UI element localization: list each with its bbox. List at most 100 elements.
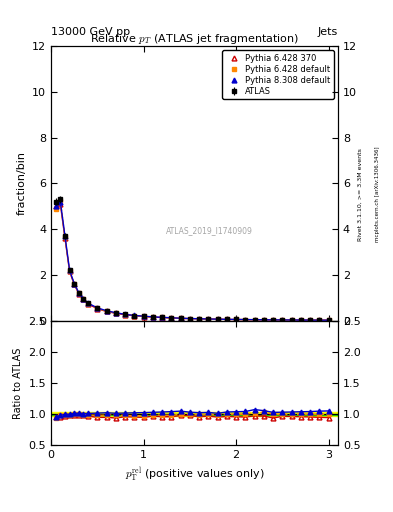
Bar — [51, 412, 338, 416]
Pythia 6.428 default — [141, 313, 146, 319]
Pythia 6.428 370 — [123, 312, 127, 318]
Pythia 8.308 default — [72, 281, 77, 287]
Pythia 8.308 default — [86, 300, 90, 306]
Pythia 6.428 default — [72, 281, 77, 287]
Pythia 6.428 370 — [224, 316, 229, 323]
Pythia 8.308 default — [280, 317, 285, 323]
Pythia 6.428 default — [58, 198, 63, 204]
Pythia 6.428 370 — [299, 317, 303, 323]
Pythia 8.308 default — [160, 314, 165, 321]
Pythia 6.428 370 — [58, 201, 63, 207]
Pythia 8.308 default — [234, 316, 239, 323]
Pythia 6.428 370 — [178, 315, 183, 322]
Pythia 6.428 default — [289, 317, 294, 323]
Pythia 6.428 default — [262, 317, 266, 323]
Pythia 6.428 370 — [77, 291, 81, 297]
Pythia 8.308 default — [308, 317, 312, 323]
Text: mcplots.cern.ch [arXiv:1306.3436]: mcplots.cern.ch [arXiv:1306.3436] — [375, 147, 380, 242]
Pythia 6.428 default — [114, 310, 118, 316]
Pythia 6.428 370 — [95, 306, 100, 312]
Pythia 8.308 default — [252, 316, 257, 323]
Pythia 6.428 default — [67, 268, 72, 274]
X-axis label: $p_\mathrm{T}^\mathrm{rel}$ (positive values only): $p_\mathrm{T}^\mathrm{rel}$ (positive va… — [125, 466, 264, 484]
Pythia 8.308 default — [132, 312, 137, 318]
Pythia 6.428 default — [252, 316, 257, 323]
Pythia 6.428 default — [151, 314, 155, 320]
Pythia 8.308 default — [197, 316, 202, 322]
Pythia 6.428 default — [169, 315, 174, 321]
Pythia 6.428 370 — [86, 301, 90, 307]
Pythia 6.428 default — [104, 308, 109, 314]
Pythia 6.428 370 — [243, 316, 248, 323]
Pythia 8.308 default — [95, 305, 100, 311]
Pythia 8.308 default — [169, 315, 174, 321]
Pythia 6.428 370 — [271, 317, 275, 323]
Pythia 6.428 370 — [104, 308, 109, 314]
Pythia 8.308 default — [104, 308, 109, 314]
Bar — [51, 414, 338, 415]
Pythia 6.428 370 — [197, 316, 202, 322]
Pythia 6.428 default — [271, 317, 275, 323]
Pythia 6.428 370 — [67, 268, 72, 274]
Pythia 6.428 default — [81, 296, 86, 302]
Text: 13000 GeV pp: 13000 GeV pp — [51, 27, 130, 37]
Line: Pythia 6.428 default: Pythia 6.428 default — [53, 198, 331, 323]
Pythia 8.308 default — [206, 316, 211, 322]
Pythia 8.308 default — [53, 203, 58, 209]
Pythia 8.308 default — [77, 290, 81, 296]
Pythia 6.428 default — [197, 316, 202, 322]
Pythia 6.428 default — [243, 316, 248, 323]
Pythia 6.428 370 — [280, 317, 285, 323]
Pythia 8.308 default — [123, 311, 127, 317]
Pythia 8.308 default — [67, 267, 72, 273]
Pythia 6.428 default — [77, 290, 81, 296]
Pythia 6.428 default — [299, 317, 303, 323]
Pythia 6.428 370 — [72, 282, 77, 288]
Pythia 6.428 default — [62, 234, 67, 240]
Pythia 6.428 default — [317, 317, 322, 323]
Y-axis label: Ratio to ATLAS: Ratio to ATLAS — [13, 347, 23, 419]
Pythia 8.308 default — [62, 233, 67, 239]
Pythia 6.428 default — [187, 315, 192, 322]
Pythia 6.428 default — [280, 317, 285, 323]
Pythia 8.308 default — [58, 199, 63, 205]
Line: Pythia 8.308 default: Pythia 8.308 default — [53, 199, 331, 323]
Pythia 8.308 default — [141, 313, 146, 319]
Pythia 6.428 370 — [81, 296, 86, 303]
Pythia 6.428 370 — [187, 315, 192, 322]
Pythia 6.428 370 — [215, 316, 220, 322]
Line: Pythia 6.428 370: Pythia 6.428 370 — [53, 202, 331, 323]
Pythia 6.428 default — [326, 317, 331, 323]
Pythia 6.428 370 — [262, 317, 266, 323]
Pythia 6.428 370 — [114, 310, 118, 316]
Pythia 6.428 default — [206, 316, 211, 322]
Pythia 6.428 370 — [206, 316, 211, 322]
Pythia 8.308 default — [262, 317, 266, 323]
Pythia 8.308 default — [187, 315, 192, 322]
Pythia 6.428 default — [86, 301, 90, 307]
Pythia 6.428 default — [160, 314, 165, 321]
Pythia 6.428 370 — [252, 317, 257, 323]
Pythia 6.428 370 — [151, 314, 155, 320]
Text: ATLAS_2019_I1740909: ATLAS_2019_I1740909 — [165, 226, 252, 235]
Pythia 8.308 default — [215, 316, 220, 322]
Pythia 8.308 default — [289, 317, 294, 323]
Pythia 6.428 370 — [317, 317, 322, 323]
Legend: Pythia 6.428 370, Pythia 6.428 default, Pythia 8.308 default, ATLAS: Pythia 6.428 370, Pythia 6.428 default, … — [222, 50, 334, 99]
Pythia 6.428 default — [123, 311, 127, 317]
Pythia 6.428 370 — [289, 317, 294, 323]
Y-axis label: fraction/bin: fraction/bin — [17, 152, 27, 216]
Pythia 8.308 default — [151, 314, 155, 320]
Pythia 8.308 default — [299, 317, 303, 323]
Pythia 6.428 370 — [141, 313, 146, 319]
Pythia 6.428 default — [178, 315, 183, 322]
Pythia 8.308 default — [271, 317, 275, 323]
Pythia 6.428 370 — [308, 317, 312, 323]
Pythia 6.428 370 — [53, 203, 58, 209]
Pythia 8.308 default — [81, 295, 86, 302]
Pythia 6.428 370 — [234, 316, 239, 323]
Pythia 6.428 default — [215, 316, 220, 322]
Pythia 8.308 default — [224, 316, 229, 323]
Pythia 6.428 370 — [132, 313, 137, 319]
Pythia 8.308 default — [317, 317, 322, 323]
